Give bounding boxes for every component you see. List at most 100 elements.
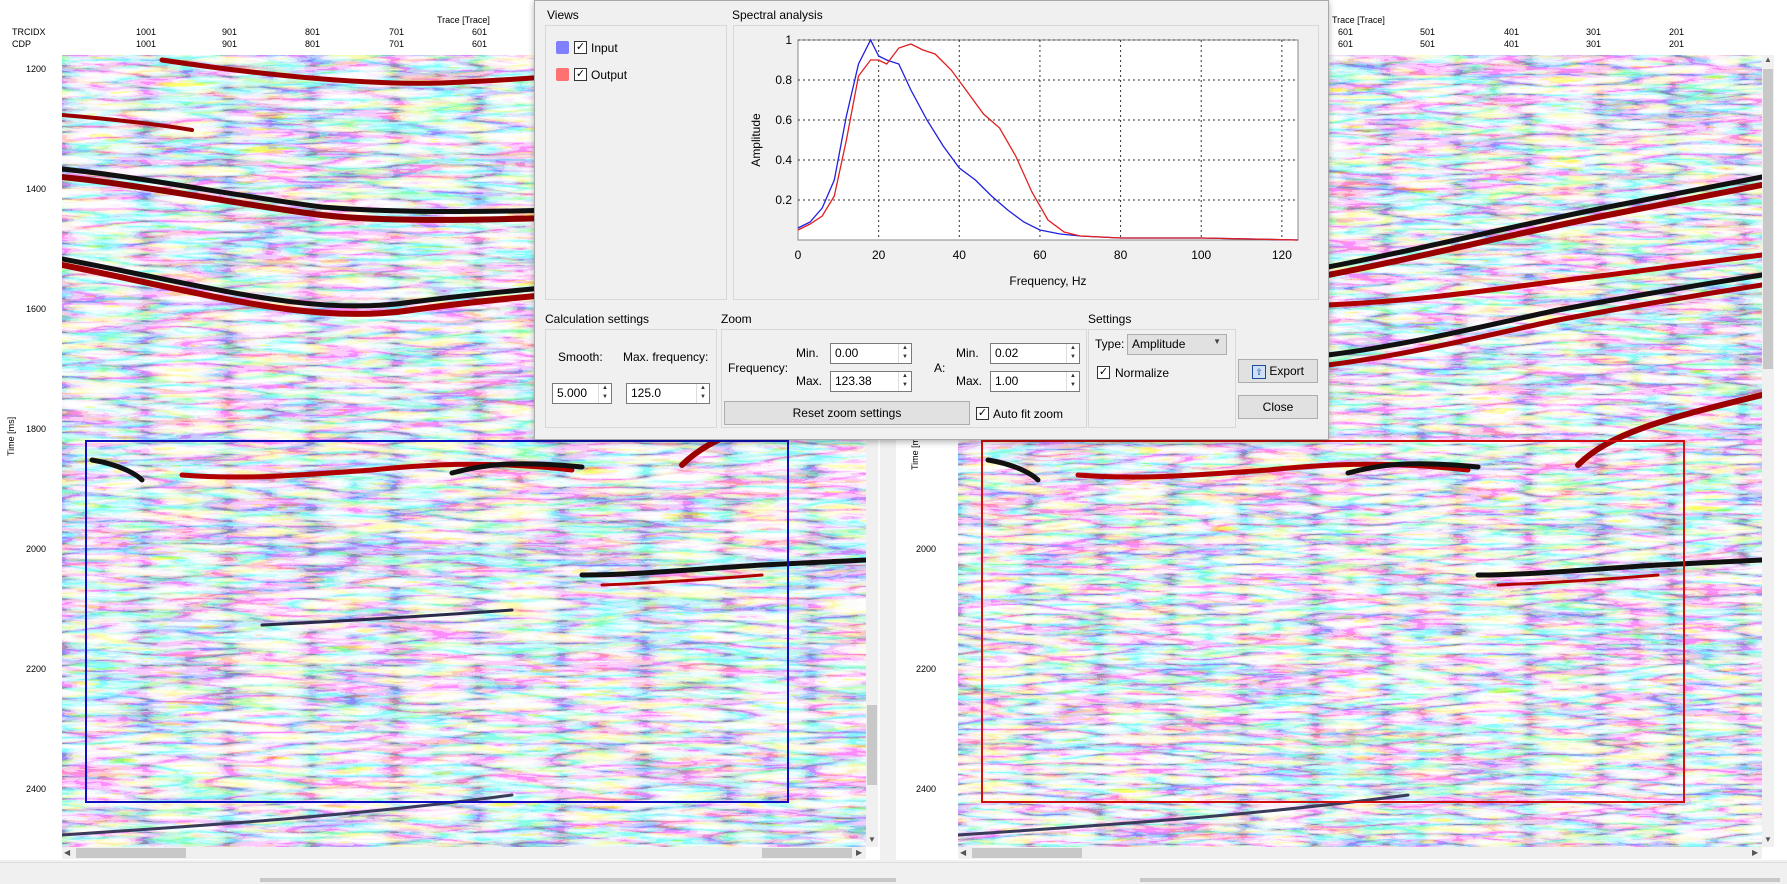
time-tick: 1400 bbox=[26, 184, 47, 194]
seismic-reflectors-output bbox=[958, 174, 1762, 837]
input-checkbox[interactable]: ✓ bbox=[574, 41, 587, 54]
spin-arrows-icon[interactable]: ▲ ▼ bbox=[1066, 344, 1079, 363]
spin-arrows-icon[interactable]: ▲ ▼ bbox=[898, 372, 911, 391]
smooth-spinbox[interactable]: 5.000 ▲ ▼ bbox=[552, 383, 612, 404]
normalize-checkbox[interactable]: ✓ bbox=[1097, 366, 1110, 379]
spin-arrows-icon[interactable]: ▲ ▼ bbox=[598, 384, 611, 403]
frequency-label: Frequency: bbox=[728, 361, 789, 375]
x-tick-label: 60 bbox=[1033, 248, 1047, 262]
tick-layer: 0 20 40 60 80 100 120 0.2 0.4 0.6 0.8 1 bbox=[775, 33, 1292, 262]
time-tick: 1800 bbox=[26, 424, 47, 434]
scroll-thumb[interactable] bbox=[972, 848, 1082, 858]
scroll-right-arrow-icon[interactable]: ▶ bbox=[856, 848, 863, 857]
scroll-thumb[interactable] bbox=[260, 878, 896, 882]
x-tick-label: 40 bbox=[953, 248, 967, 262]
time-tick: 1200 bbox=[26, 64, 47, 74]
scroll-thumb[interactable] bbox=[867, 705, 877, 785]
time-tick: 2000 bbox=[26, 544, 47, 554]
zoom-title: Zoom bbox=[721, 312, 752, 326]
bottom-scroll-strip bbox=[0, 862, 1787, 884]
freq-min-spinbox[interactable]: 0.00 ▲ ▼ bbox=[830, 343, 912, 364]
time-tick: 2200 bbox=[26, 664, 47, 674]
autofit-label: Auto fit zoom bbox=[993, 407, 1064, 421]
right-vertical-scrollbar[interactable]: ▲ ▼ bbox=[1762, 55, 1774, 847]
maxfreq-label: Max. frequency: bbox=[623, 350, 709, 364]
trcidx-label: TRCIDX bbox=[12, 27, 46, 37]
freq-min-value: 0.00 bbox=[835, 346, 859, 360]
a-min-spinbox[interactable]: 0.02 ▲ ▼ bbox=[990, 343, 1080, 364]
calc-title: Calculation settings bbox=[545, 312, 650, 326]
right-horizontal-scrollbar[interactable]: ◀ ▶ bbox=[958, 847, 1762, 859]
trace-tick: 501 bbox=[1420, 27, 1436, 37]
left-horizontal-scrollbar[interactable]: ◀ ▶ bbox=[62, 847, 866, 859]
scroll-down-arrow-icon[interactable]: ▼ bbox=[1764, 835, 1772, 844]
reset-zoom-button[interactable]: Reset zoom settings bbox=[724, 401, 970, 425]
cdp-tick: 201 bbox=[1669, 39, 1685, 49]
trace-axis-label: Trace [Trace] bbox=[1332, 15, 1385, 25]
y-tick-label: 0.2 bbox=[775, 193, 792, 207]
type-combo[interactable]: Amplitude ▼ bbox=[1127, 334, 1227, 355]
series-layer bbox=[797, 38, 1299, 241]
output-checkbox[interactable]: ✓ bbox=[574, 68, 587, 81]
input-color-swatch[interactable] bbox=[556, 41, 569, 54]
autofit-checkbox[interactable]: ✓ bbox=[976, 407, 989, 420]
spectral-title: Spectral analysis bbox=[732, 8, 823, 22]
time-tick: 1600 bbox=[26, 304, 47, 314]
scroll-thumb[interactable] bbox=[1140, 878, 1780, 882]
scroll-left-arrow-icon[interactable]: ◀ bbox=[64, 848, 71, 857]
output-color-swatch[interactable] bbox=[556, 68, 569, 81]
cdp-tick: 1001 bbox=[136, 39, 157, 49]
scroll-right-arrow-icon[interactable]: ▶ bbox=[1752, 848, 1759, 857]
series-line-input bbox=[797, 38, 1299, 241]
trace-tick: 701 bbox=[389, 27, 405, 37]
scroll-thumb[interactable] bbox=[762, 848, 852, 858]
scroll-down-arrow-icon[interactable]: ▼ bbox=[868, 835, 876, 844]
a-max-label: Max. bbox=[956, 374, 983, 388]
y-tick-label: 1 bbox=[785, 33, 792, 47]
trace-tick: 201 bbox=[1669, 27, 1685, 37]
time-tick: 2400 bbox=[26, 784, 47, 794]
trace-tick: 1001 bbox=[136, 27, 157, 37]
close-button[interactable]: Close bbox=[1238, 395, 1318, 419]
time-tick: 2000 bbox=[916, 544, 937, 554]
normalize-label: Normalize bbox=[1115, 366, 1170, 380]
trace-tick: 601 bbox=[472, 27, 488, 37]
x-tick-label: 0 bbox=[795, 248, 802, 262]
spectral-group: 0 20 40 60 80 100 120 0.2 0.4 0.6 0.8 1 Frequency, … bbox=[733, 25, 1319, 300]
spin-arrows-icon[interactable]: ▲ ▼ bbox=[696, 384, 709, 403]
cdp-tick: 501 bbox=[1420, 39, 1436, 49]
cdp-tick: 401 bbox=[1504, 39, 1520, 49]
settings-group: Type: Amplitude ▼ ✓ Normalize bbox=[1088, 329, 1236, 428]
scroll-up-arrow-icon[interactable]: ▲ bbox=[1764, 55, 1772, 64]
input-label: Input bbox=[591, 41, 618, 55]
type-label: Type: bbox=[1095, 337, 1125, 351]
spin-arrows-icon[interactable]: ▲ ▼ bbox=[1066, 372, 1079, 391]
x-tick-label: 80 bbox=[1114, 248, 1128, 262]
type-value: Amplitude bbox=[1132, 337, 1186, 351]
cdp-tick: 801 bbox=[305, 39, 321, 49]
spin-arrows-icon[interactable]: ▲ ▼ bbox=[898, 344, 911, 363]
scroll-thumb[interactable] bbox=[1763, 69, 1773, 369]
output-label: Output bbox=[591, 68, 628, 82]
maxfreq-value: 125.0 bbox=[631, 386, 662, 400]
cdp-tick: 901 bbox=[222, 39, 238, 49]
trace-tick: 901 bbox=[222, 27, 238, 37]
trace-tick: 401 bbox=[1504, 27, 1520, 37]
cdp-label: CDP bbox=[12, 39, 32, 49]
scroll-left-arrow-icon[interactable]: ◀ bbox=[960, 848, 967, 857]
y-axis-label: Amplitude bbox=[749, 113, 763, 167]
trace-axis-label: Trace [Trace] bbox=[437, 15, 490, 25]
spectrum-chart[interactable]: 0 20 40 60 80 100 120 0.2 0.4 0.6 0.8 1 Frequency, … bbox=[734, 26, 1318, 299]
views-title: Views bbox=[547, 8, 579, 22]
trace-tick: 801 bbox=[305, 27, 321, 37]
maxfreq-spinbox[interactable]: 125.0 ▲ ▼ bbox=[626, 383, 710, 404]
x-axis-label: Frequency, Hz bbox=[1009, 274, 1086, 288]
freq-max-label: Max. bbox=[796, 374, 823, 388]
x-tick-label: 20 bbox=[872, 248, 886, 262]
export-button[interactable]: ⇧ Export bbox=[1238, 359, 1318, 383]
y-tick-label: 0.8 bbox=[775, 73, 792, 87]
scroll-thumb[interactable] bbox=[76, 848, 186, 858]
export-label: Export bbox=[1269, 364, 1305, 378]
freq-max-spinbox[interactable]: 123.38 ▲ ▼ bbox=[830, 371, 912, 392]
a-max-spinbox[interactable]: 1.00 ▲ ▼ bbox=[990, 371, 1080, 392]
